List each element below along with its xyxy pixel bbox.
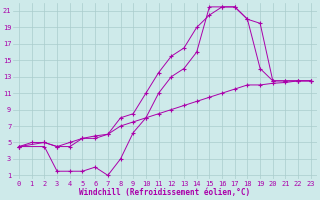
X-axis label: Windchill (Refroidissement éolien,°C): Windchill (Refroidissement éolien,°C) [79,188,251,197]
